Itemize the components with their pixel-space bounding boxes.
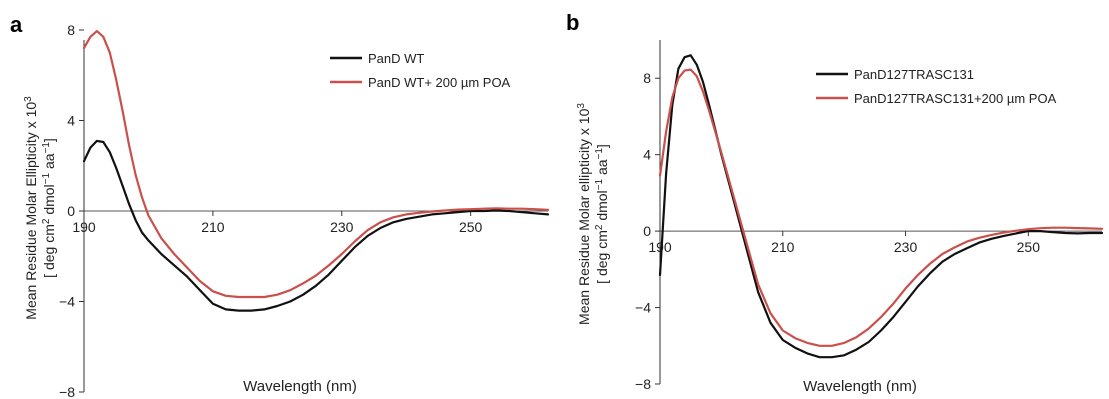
legend: PanD127TRASC131 PanD127TRASC131+200 µm PO… [816,67,1057,106]
y-axis-unit-sup1: 2 [41,218,52,224]
y-axis-title: Mean Residue Molar ellipticity x 103 [ d… [576,103,611,325]
y-axis-title-sup: 3 [576,103,587,109]
svg-text:Mean Residue Molar Ellipticity: Mean Residue Molar Ellipticity x 103 [23,96,40,320]
legend-label: PanD WT [368,51,424,66]
y-axis-unit-sup1: 2 [594,224,605,230]
y-axis-unit-part1: [ deg cm [594,230,610,284]
x-tick-label: 190 [72,219,96,235]
x-tick-label: 190 [648,239,672,255]
y-axis-unit-sup2: −1 [594,178,605,190]
y-axis-unit-part3: aa [594,159,610,179]
x-tick-label: 230 [330,219,354,235]
y-tick-label: −8 [59,384,75,399]
panel-b: b Mean Residue Molar ellipticity x 103 [… [566,10,1104,395]
legend: PanD WT PanD WT+ 200 µm POA [330,51,511,90]
y-axis-title-line1: Mean Residue Molar ellipticity x 10 [576,108,592,325]
series-group [82,30,550,312]
svg-text:[ deg cm2 dmol−1 aa−1]: [ deg cm2 dmol−1 aa−1] [41,138,58,278]
y-axis-unit-part4: ] [594,144,610,148]
panel-a: a Mean Residue Molar Ellipticity x 103 [… [10,12,550,399]
legend-label: PanD127TRASC131 [854,67,974,82]
x-tick-label: 210 [771,239,795,255]
y-axis-unit-sup2: −1 [41,172,52,184]
series-group [658,54,1104,359]
legend-label: PanD WT+ 200 µm POA [368,75,511,90]
series-line-2 [82,30,550,299]
series-line-1 [658,54,1104,359]
series-line-1 [82,139,550,312]
y-tick-label: −8 [635,376,651,392]
x-tick-label: 250 [459,219,483,235]
y-axis-unit-part4: ] [41,138,57,142]
panel-label: a [10,12,23,37]
x-tick-label: 250 [1017,239,1041,255]
y-tick-label: 8 [643,70,651,86]
y-tick-label: 0 [643,223,651,239]
y-axis-unit-part2: dmol [41,184,57,218]
y-tick-label: 8 [67,22,75,38]
y-axis-title: Mean Residue Molar Ellipticity x 103 [ d… [23,96,58,320]
y-axis-title-sup: 3 [23,96,34,102]
y-tick-label: −4 [59,294,75,310]
axes: 8 4 0 −4 −8 190 210 230 250 [635,40,1102,392]
x-axis-title: Wavelength (nm) [243,378,357,395]
panel-label: b [566,10,579,35]
y-axis-unit-part2: dmol [594,190,610,224]
y-axis-unit-sup3: −1 [41,142,52,154]
legend-label: PanD127TRASC131+200 µm POA [854,91,1057,106]
x-tick-label: 210 [201,219,225,235]
x-tick-label: 230 [894,239,918,255]
x-axis-title: Wavelength (nm) [803,378,917,395]
y-axis-title-line1: Mean Residue Molar Ellipticity x 10 [23,102,39,320]
y-axis-unit-sup3: −1 [594,148,605,160]
y-tick-label: 4 [643,147,651,163]
y-axis-unit-part3: aa [41,153,57,173]
y-tick-label: 0 [67,203,75,219]
y-axis-unit-part1: [ deg cm [41,224,57,278]
svg-text:[ deg cm2 dmol−1 aa−1]: [ deg cm2 dmol−1 aa−1] [594,144,611,284]
svg-text:Mean Residue Molar ellipticity: Mean Residue Molar ellipticity x 103 [576,103,593,325]
series-line-2 [658,68,1104,347]
y-tick-label: 4 [67,113,75,129]
y-tick-label: −4 [635,300,651,316]
